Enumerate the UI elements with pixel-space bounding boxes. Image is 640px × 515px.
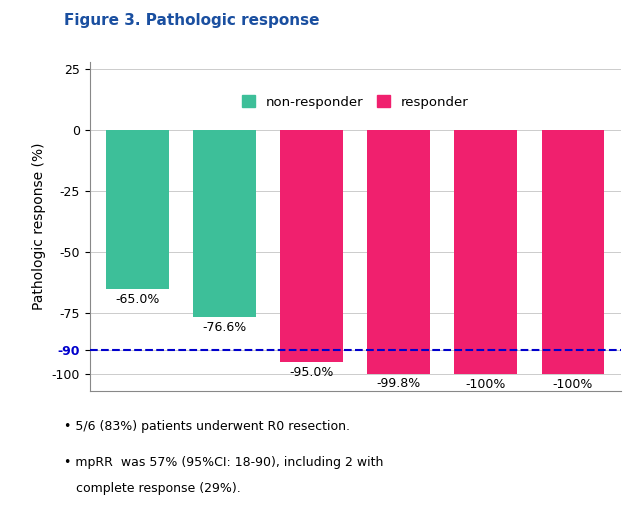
Bar [280, 130, 343, 362]
Text: • 5/6 (83%) patients underwent R0 resection.: • 5/6 (83%) patients underwent R0 resect… [64, 420, 350, 433]
Text: -65.0%: -65.0% [115, 293, 160, 305]
Text: -76.6%: -76.6% [202, 321, 246, 334]
Text: -100%: -100% [553, 378, 593, 391]
Y-axis label: Pathologic response (%): Pathologic response (%) [32, 143, 46, 311]
Bar [193, 130, 256, 317]
Legend: non-responder, responder: non-responder, responder [238, 92, 472, 113]
Text: -99.8%: -99.8% [376, 377, 421, 390]
Bar [454, 130, 517, 374]
Text: -100%: -100% [466, 378, 506, 391]
Text: Figure 3. Pathologic response: Figure 3. Pathologic response [64, 13, 319, 28]
Text: -95.0%: -95.0% [289, 366, 334, 379]
Text: • mpRR  was 57% (95%CI: 18-90), including 2 with: • mpRR was 57% (95%CI: 18-90), including… [64, 456, 383, 469]
Bar [106, 130, 169, 289]
Text: complete response (29%).: complete response (29%). [64, 482, 241, 494]
Bar [367, 130, 430, 374]
Bar [541, 130, 604, 374]
